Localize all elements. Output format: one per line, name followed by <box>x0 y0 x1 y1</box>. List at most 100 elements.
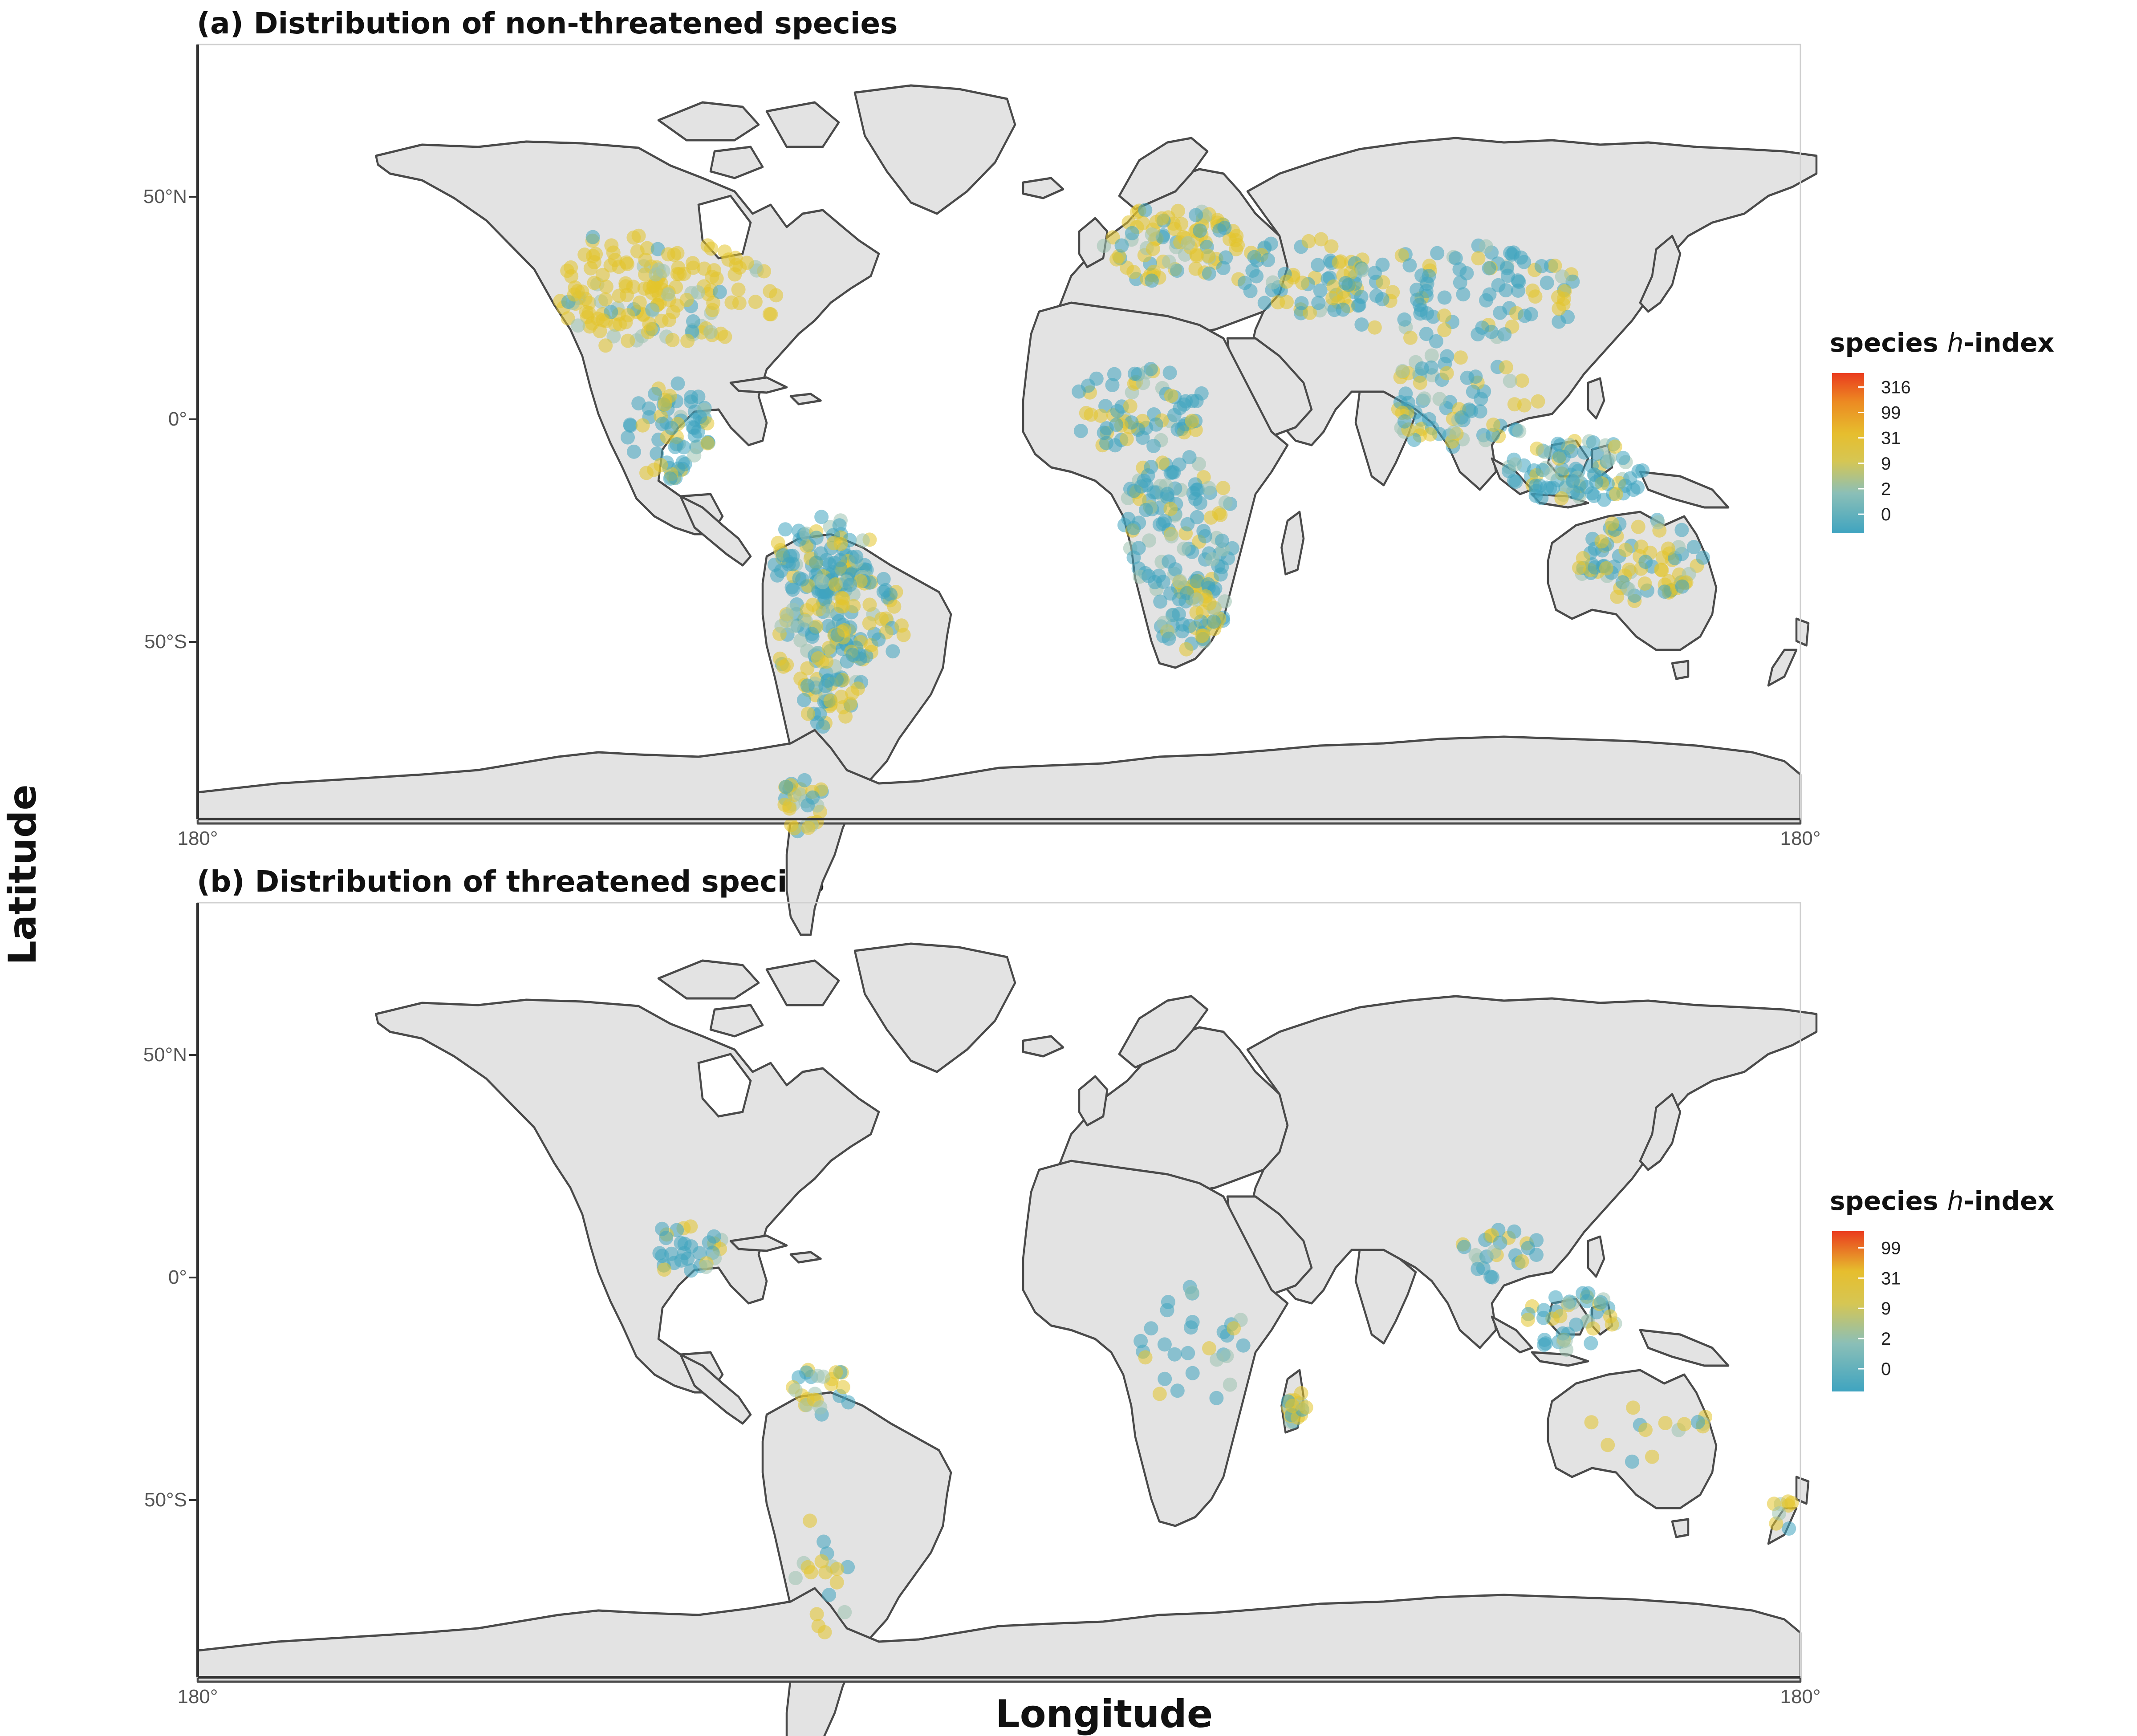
panel-a-occurrence-point <box>1162 631 1176 646</box>
panel-a-occurrence-point <box>798 613 813 628</box>
panel-a-occurrence-point <box>1105 378 1120 392</box>
panel-a-occurrence-point <box>774 619 789 633</box>
panel-a-occurrence-point <box>1637 576 1652 591</box>
panel-b-occurrence-point <box>1158 1371 1172 1386</box>
panel-a-occurrence-point <box>876 572 891 586</box>
panel-a-occurrence-point <box>1131 541 1146 556</box>
panel-a-occurrence-point <box>648 283 663 298</box>
panel-a-occurrence-point <box>1532 479 1547 493</box>
panel-a-occurrence-point <box>1119 432 1134 446</box>
panel-b-occurrence-point <box>799 1365 814 1380</box>
panel-a-occurrence-point <box>635 418 650 433</box>
panel-a-occurrence-point <box>1313 283 1328 298</box>
panel-b-occurrence-point <box>1457 1240 1471 1254</box>
panel-a-occurrence-point <box>1440 349 1454 364</box>
panel-a-occurrence-point <box>1419 327 1434 341</box>
panel-a-occurrence-point <box>1503 246 1518 260</box>
panel-a-occurrence-point <box>1303 305 1317 320</box>
panel-a-legend-label: 31 <box>1881 429 1901 448</box>
panel-a-legend-colorbar <box>1832 373 1864 533</box>
panel-b-occurrence-point <box>1471 1261 1485 1276</box>
panel-a-occurrence-point <box>1453 350 1468 365</box>
panel-a-occurrence-point <box>1138 503 1153 517</box>
panel-a-occurrence-point <box>671 260 686 275</box>
panel-b-occurrence-point <box>1157 1337 1172 1352</box>
panel-a-occurrence-point <box>801 820 816 835</box>
panel-b-occurrence-point <box>1584 1415 1599 1430</box>
panel-a-occurrence-point <box>661 287 675 302</box>
panel-a-occurrence-point <box>1394 248 1409 263</box>
panel-a-occurrence-point <box>1594 534 1609 549</box>
panel-a-occurrence-point <box>786 619 801 633</box>
panel-a-occurrence-point <box>631 396 646 411</box>
panel-a-occurrence-point <box>1121 215 1136 230</box>
x-axis-label: Longitude <box>995 1692 1213 1736</box>
panel-a-occurrence-point <box>1610 589 1625 604</box>
panel-a-occurrence-point <box>1163 586 1178 601</box>
panel-a-occurrence-point <box>1294 296 1309 311</box>
panel-a-occurrence-point <box>769 288 784 303</box>
panel-a-occurrence-point <box>1154 211 1169 226</box>
panel-a-occurrence-point <box>887 599 902 614</box>
panel-a-occurrence-point <box>810 715 825 730</box>
panel-a-occurrence-point <box>1151 568 1166 583</box>
panel-b-occurrence-point <box>1520 1312 1535 1327</box>
panel-b-legend-label: 31 <box>1881 1269 1901 1288</box>
panel-b-occurrence-point <box>836 1380 850 1395</box>
panel-a-occurrence-point <box>874 612 889 626</box>
panel-a-occurrence-point <box>1654 563 1669 578</box>
panel-b-occurrence-point <box>674 1253 689 1268</box>
panel-b-occurrence-point <box>1645 1449 1659 1464</box>
panel-a-occurrence-point <box>1170 422 1185 437</box>
panel-a-occurrence-point <box>1511 273 1525 288</box>
panel-a-lon-tick-east: 180° <box>1780 827 1820 849</box>
panel-a-occurrence-point <box>1178 594 1193 608</box>
panel-a-occurrence-point <box>1143 362 1158 376</box>
panel-a-occurrence-point <box>1237 276 1252 290</box>
panel-a-occurrence-point <box>598 338 613 353</box>
panel-a-occurrence-point <box>1142 533 1157 548</box>
panel-b-legend-title: species h-index <box>1830 1186 2054 1216</box>
panel-a-occurrence-point <box>1125 226 1139 240</box>
panel-a-occurrence-point <box>645 303 660 318</box>
panel-b-legend-label: 0 <box>1881 1359 1891 1379</box>
panel-a-lon-tick-west: 180° <box>177 827 218 849</box>
panel-a-occurrence-point <box>1158 514 1172 528</box>
panel-a-occurrence-point <box>1271 295 1285 310</box>
panel-a-occurrence-point <box>1093 409 1108 423</box>
panel-a-occurrence-point <box>1266 275 1280 290</box>
panel-a-occurrence-point <box>1257 296 1272 310</box>
panel-a-occurrence-point <box>1503 373 1517 388</box>
panel-a-occurrence-point <box>1675 579 1690 594</box>
panel-a-occurrence-point <box>1137 474 1151 488</box>
panel-a-occurrence-point <box>809 531 824 545</box>
panel-a-occurrence-point <box>1577 445 1592 460</box>
panel-a-occurrence-point <box>1136 376 1150 390</box>
panel-a-occurrence-point <box>648 387 662 401</box>
panel-a-occurrence-point <box>833 599 848 613</box>
panel-a-occurrence-point <box>821 641 836 655</box>
panel-b-occurrence-point <box>1556 1334 1570 1349</box>
panel-b-occurrence-point <box>1772 1506 1787 1521</box>
panel-b-occurrence-point <box>1553 1309 1568 1323</box>
panel-a-occurrence-point <box>1486 428 1500 442</box>
panel-a-occurrence-point <box>1212 223 1227 238</box>
panel-a-occurrence-point <box>621 430 635 445</box>
panel-a-lat-tick-0: 0° <box>168 408 187 430</box>
panel-a-occurrence-point <box>1424 348 1439 363</box>
panel-a-occurrence-point <box>1608 439 1622 454</box>
panel-a-occurrence-point <box>1486 418 1501 432</box>
panel-a-occurrence-point <box>818 679 833 694</box>
panel-a-occurrence-point <box>837 623 852 637</box>
panel-a-occurrence-point <box>1368 266 1382 280</box>
panel-a-occurrence-point <box>1385 285 1400 300</box>
panel-a-occurrence-point <box>1638 555 1653 569</box>
panel-b-occurrence-point <box>1626 1400 1641 1415</box>
panel-a-occurrence-point <box>785 602 800 617</box>
panel-a-occurrence-point <box>1514 250 1528 265</box>
panel-a-occurrence-point <box>1618 479 1633 493</box>
panel-a-occurrence-point <box>800 678 815 693</box>
panel-a-occurrence-point <box>1658 584 1672 599</box>
panel-a-occurrence-point <box>1109 418 1124 432</box>
panel-a-occurrence-point <box>1205 552 1219 567</box>
